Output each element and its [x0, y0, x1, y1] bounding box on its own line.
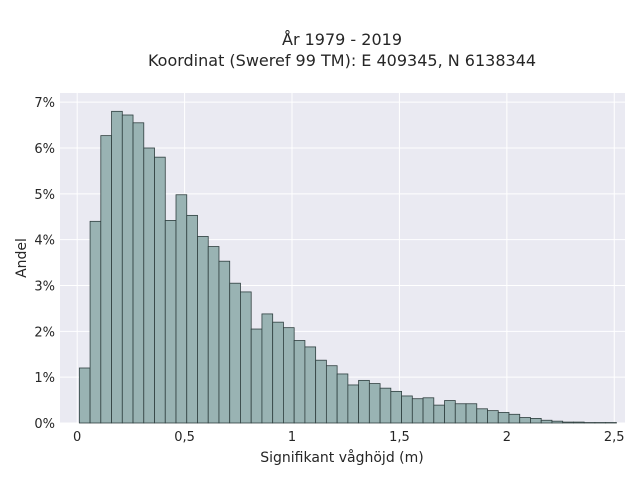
histogram-bar: [315, 359, 327, 424]
histogram-bar: [562, 421, 574, 424]
histogram-bar: [111, 110, 123, 424]
histogram-bar: [304, 346, 317, 424]
histogram-bar: [89, 220, 102, 424]
histogram-bar: [78, 367, 91, 424]
histogram-bar: [358, 379, 370, 424]
histogram-bar: [250, 328, 263, 424]
x-tick-label: 1: [288, 430, 296, 445]
histogram-bar: [379, 387, 392, 424]
histogram-bar: [154, 156, 166, 424]
histogram-bar: [433, 404, 445, 424]
histogram-bar: [197, 236, 209, 424]
histogram-bar: [390, 390, 402, 424]
histogram-bar: [336, 373, 349, 424]
histogram-bar: [508, 413, 521, 424]
histogram-bar: [261, 313, 274, 424]
histogram-bar: [551, 420, 564, 424]
histogram-bar: [283, 327, 295, 424]
x-axis-label: Signifikant våghöjd (m): [260, 449, 423, 466]
y-tick-label: 5%: [34, 188, 55, 203]
histogram-bar: [325, 365, 338, 424]
x-axis-ticks: 0 0,5 1 1,5 2 2,5: [73, 430, 625, 445]
y-tick-label: 1%: [34, 371, 55, 386]
histogram-bar: [454, 403, 467, 424]
histogram-bar: [175, 194, 188, 424]
histogram-bar: [293, 340, 306, 424]
histogram-bar: [422, 397, 435, 424]
histogram-bar: [465, 403, 478, 424]
x-tick-label: 0: [73, 430, 81, 445]
histogram-bar: [100, 135, 112, 424]
x-tick-label: 1,5: [389, 430, 410, 445]
chart-title-line-2: Koordinat (Sweref 99 TM): E 409345, N 61…: [148, 51, 536, 70]
y-axis-label: Andel: [14, 238, 30, 278]
y-tick-label: 4%: [34, 234, 55, 249]
histogram-bar: [368, 383, 381, 424]
histogram-bar: [218, 260, 231, 424]
x-tick-label: 0,5: [174, 430, 195, 445]
chart-title-line-1: År 1979 - 2019: [282, 30, 402, 49]
x-tick-label: 2: [503, 430, 511, 445]
histogram-bar: [186, 214, 198, 424]
histogram-bar: [476, 408, 488, 424]
histogram-bars: [78, 110, 617, 424]
y-tick-label: 6%: [34, 142, 55, 157]
histogram-bar: [540, 419, 553, 424]
histogram-bar: [229, 282, 241, 424]
histogram-bar: [573, 421, 585, 424]
histogram-bar: [530, 418, 542, 424]
y-tick-label: 3%: [34, 280, 55, 295]
y-axis-ticks: 0% 1% 2% 3% 4% 5% 6% 7%: [34, 96, 55, 432]
histogram-bar: [347, 384, 360, 424]
histogram-bar: [143, 147, 155, 424]
histogram-bar: [121, 114, 134, 424]
histogram-bar: [240, 291, 252, 424]
histogram-bar: [487, 410, 499, 424]
histogram-bar: [401, 395, 413, 424]
histogram-bar: [497, 412, 510, 424]
x-tick-label: 2,5: [604, 430, 625, 445]
histogram-bar: [207, 246, 220, 424]
histogram-bar: [411, 398, 424, 424]
y-tick-label: 2%: [34, 325, 55, 340]
histogram-bar: [132, 122, 145, 424]
histogram-bar: [444, 400, 456, 424]
histogram-bar: [164, 220, 177, 424]
histogram-bar: [519, 417, 531, 424]
y-tick-label: 0%: [34, 417, 55, 432]
histogram-bar: [272, 321, 284, 424]
y-tick-label: 7%: [34, 96, 55, 111]
